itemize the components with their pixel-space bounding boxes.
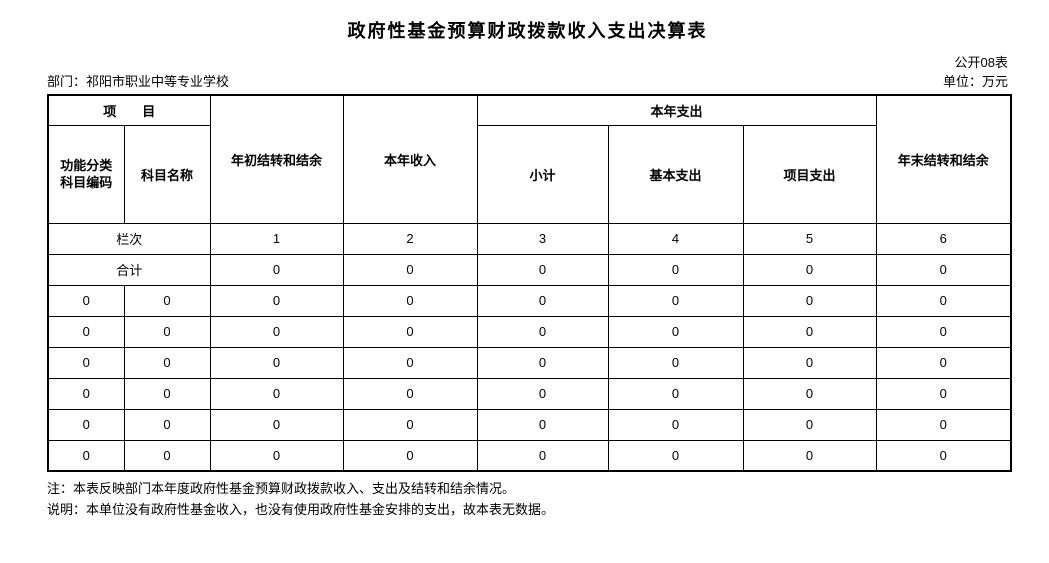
data-cell: 0 — [476, 346, 609, 379]
data-cell: 0 — [342, 377, 478, 410]
col-header-subject-name: 科目名称 — [123, 124, 211, 224]
data-cell: 0 — [342, 284, 478, 317]
data-cell: 0 — [742, 284, 877, 317]
col-header-begin-balance: 年初结转和结余 — [209, 94, 344, 224]
data-cell: 0 — [875, 315, 1012, 348]
data-cell: 0 — [607, 346, 744, 379]
col-header-current-income: 本年收入 — [342, 94, 478, 224]
col-header-func-code: 功能分类 科目编码 — [47, 124, 125, 224]
col-header-subtotal: 小计 — [476, 124, 609, 224]
meta-row: 部门：祁阳市职业中等专业学校 单位：万元 — [47, 74, 1008, 90]
data-cell: 0 — [607, 439, 744, 472]
column-index-label: 栏次 — [47, 222, 211, 255]
col-header-item: 项 目 — [47, 94, 211, 126]
total-cell: 0 — [209, 253, 344, 286]
data-cell: 0 — [47, 315, 125, 348]
column-index-row: 栏次 1 2 3 4 5 6 — [47, 222, 1012, 255]
data-cell: 0 — [47, 346, 125, 379]
header-row-1: 项 目 年初结转和结余 本年收入 本年支出 年末结转和结余 — [47, 94, 1012, 224]
data-cell: 0 — [342, 346, 478, 379]
data-row: 0 0 0 0 0 0 0 0 — [47, 377, 1012, 410]
data-row: 0 0 0 0 0 0 0 0 — [47, 346, 1012, 379]
data-row: 0 0 0 0 0 0 0 0 — [47, 284, 1012, 317]
page-title: 政府性基金预算财政拨款收入支出决算表 — [347, 21, 708, 41]
data-cell: 0 — [47, 408, 125, 441]
note-line-2: 说明：本单位没有政府性基金收入，也没有使用政府性基金安排的支出，故本表无数据。 — [47, 502, 555, 517]
data-cell: 0 — [209, 315, 344, 348]
data-cell: 0 — [123, 408, 211, 441]
data-cell: 0 — [742, 377, 877, 410]
data-cell: 0 — [209, 284, 344, 317]
total-cell: 0 — [342, 253, 478, 286]
column-index-cell: 6 — [875, 222, 1012, 255]
column-index-cell: 4 — [607, 222, 744, 255]
data-cell: 0 — [123, 284, 211, 317]
data-cell: 0 — [123, 346, 211, 379]
data-cell: 0 — [123, 439, 211, 472]
data-cell: 0 — [875, 284, 1012, 317]
data-cell: 0 — [875, 408, 1012, 441]
data-cell: 0 — [476, 377, 609, 410]
unit-label: 单位：万元 — [942, 74, 1008, 89]
form-number: 公开08表 — [954, 55, 1008, 70]
total-cell: 0 — [476, 253, 609, 286]
data-cell: 0 — [607, 284, 744, 317]
data-cell: 0 — [209, 377, 344, 410]
data-cell: 0 — [476, 408, 609, 441]
data-cell: 0 — [476, 315, 609, 348]
header-row-2: 功能分类 科目编码 科目名称 小计 基本支出 项目支出 — [47, 124, 1011, 224]
column-index-cell: 2 — [342, 222, 478, 255]
data-cell: 0 — [476, 284, 609, 317]
total-label: 合计 — [47, 253, 211, 286]
footnotes: 注：本表反映部门本年度政府性基金预算财政拨款收入、支出及结转和结余情况。 说明：… — [47, 478, 1008, 520]
data-cell: 0 — [123, 315, 211, 348]
column-index-cell: 3 — [476, 222, 609, 255]
data-cell: 0 — [342, 439, 478, 472]
column-index-cell: 1 — [209, 222, 344, 255]
total-cell: 0 — [875, 253, 1012, 286]
column-index-cell: 5 — [742, 222, 877, 255]
total-cell: 0 — [607, 253, 744, 286]
data-cell: 0 — [476, 439, 609, 472]
data-cell: 0 — [607, 377, 744, 410]
data-cell: 0 — [607, 315, 744, 348]
col-header-current-expense: 本年支出 — [476, 94, 877, 126]
data-row: 0 0 0 0 0 0 0 0 — [47, 315, 1012, 348]
col-header-end-balance: 年末结转和结余 — [875, 94, 1012, 224]
data-row: 0 0 0 0 0 0 0 0 — [47, 439, 1012, 472]
data-cell: 0 — [209, 346, 344, 379]
col-header-project-expense: 项目支出 — [742, 124, 877, 224]
data-cell: 0 — [742, 315, 877, 348]
data-cell: 0 — [342, 408, 478, 441]
data-cell: 0 — [875, 377, 1012, 410]
budget-table: 项 目 年初结转和结余 本年收入 本年支出 年末结转和结余 功能分类 科目编码 … — [47, 94, 1013, 472]
data-cell: 0 — [123, 377, 211, 410]
data-cell: 0 — [342, 315, 478, 348]
data-cell: 0 — [875, 439, 1012, 472]
data-cell: 0 — [607, 408, 744, 441]
data-cell: 0 — [875, 346, 1012, 379]
note-line-1: 注：本表反映部门本年度政府性基金预算财政拨款收入、支出及结转和结余情况。 — [47, 481, 516, 496]
data-row: 0 0 0 0 0 0 0 0 — [47, 408, 1012, 441]
data-cell: 0 — [47, 377, 125, 410]
department-label: 部门：祁阳市职业中等专业学校 — [47, 74, 230, 89]
data-cell: 0 — [209, 439, 344, 472]
data-cell: 0 — [47, 439, 125, 472]
total-cell: 0 — [742, 253, 877, 286]
data-cell: 0 — [742, 439, 877, 472]
data-cell: 0 — [47, 284, 125, 317]
col-header-basic-expense: 基本支出 — [607, 124, 744, 224]
document-page: 政府性基金预算财政拨款收入支出决算表 公开08表 部门：祁阳市职业中等专业学校 … — [47, 21, 1013, 520]
data-cell: 0 — [742, 346, 877, 379]
total-row: 合计 0 0 0 0 0 0 — [47, 253, 1012, 286]
data-cell: 0 — [209, 408, 344, 441]
data-cell: 0 — [742, 408, 877, 441]
